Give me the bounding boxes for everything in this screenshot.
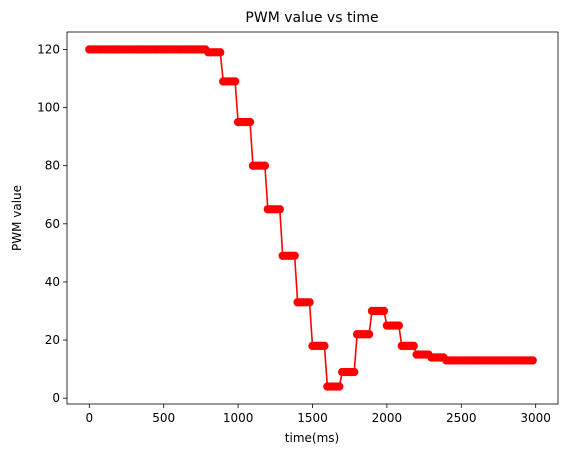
data-point bbox=[305, 298, 314, 307]
data-point bbox=[394, 321, 403, 330]
data-point bbox=[216, 48, 225, 57]
data-point bbox=[335, 382, 344, 391]
y-tick-label: 40 bbox=[45, 275, 60, 289]
plot-frame bbox=[66, 31, 559, 405]
data-point bbox=[528, 356, 537, 365]
axis-ticks: 0 500 1000 1500 2000 2500 3000 0 20 40 60 80 100 120 bbox=[37, 42, 551, 425]
data-point bbox=[379, 306, 389, 316]
x-tick-label: 500 bbox=[152, 411, 175, 425]
x-axis-label: time(ms) bbox=[285, 431, 339, 445]
data-point bbox=[364, 330, 374, 339]
y-tick-label: 80 bbox=[45, 159, 60, 173]
series-line bbox=[89, 48, 533, 388]
data-point bbox=[290, 251, 299, 260]
plot-area bbox=[85, 45, 537, 391]
y-tick-label: 100 bbox=[37, 101, 60, 115]
data-point bbox=[349, 367, 359, 377]
data-point bbox=[245, 117, 255, 127]
x-tick-label: 2000 bbox=[372, 411, 403, 425]
data-point bbox=[409, 341, 418, 351]
y-tick-label: 20 bbox=[45, 333, 60, 347]
data-point bbox=[320, 341, 329, 351]
data-point bbox=[260, 161, 270, 170]
y-axis-label: PWM value bbox=[10, 185, 24, 251]
y-tick-label: 0 bbox=[52, 391, 60, 405]
data-point bbox=[230, 77, 240, 86]
chart-title: PWM value vs time bbox=[245, 10, 378, 26]
data-point bbox=[275, 205, 284, 214]
x-tick-label: 1500 bbox=[297, 411, 328, 425]
x-tick-label: 2500 bbox=[446, 411, 477, 425]
y-tick-label: 60 bbox=[45, 217, 60, 231]
x-tick-label: 1000 bbox=[223, 411, 254, 425]
x-tick-label: 0 bbox=[85, 411, 93, 425]
x-tick-label: 3000 bbox=[520, 411, 551, 425]
y-tick-label: 120 bbox=[37, 42, 60, 56]
